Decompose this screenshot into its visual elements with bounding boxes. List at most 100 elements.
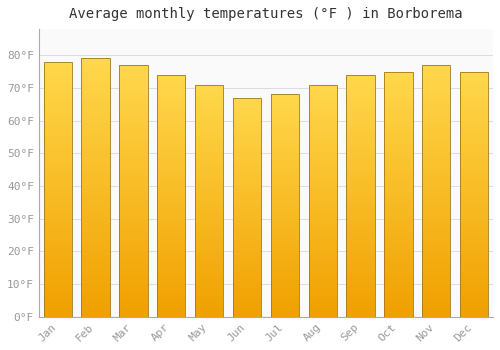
Bar [119,198,148,201]
Bar [82,312,110,314]
Bar [157,147,186,150]
Bar [44,77,72,79]
Bar [422,116,450,118]
Bar [308,166,337,168]
Bar [195,138,224,140]
Bar [82,154,110,157]
Bar [308,224,337,226]
Bar [346,237,375,239]
Bar [233,288,261,290]
Bar [346,273,375,276]
Bar [460,253,488,255]
Bar [346,184,375,186]
Bar [44,144,72,146]
Bar [233,310,261,313]
Bar [195,140,224,143]
Bar [346,234,375,237]
Bar [119,279,148,281]
Bar [384,219,412,221]
Bar [460,79,488,81]
Bar [195,143,224,145]
Bar [119,125,148,128]
Bar [460,91,488,94]
Bar [44,105,72,108]
Bar [308,217,337,219]
Bar [157,261,186,264]
Bar [44,72,72,75]
Bar [270,152,299,154]
Bar [82,100,110,103]
Bar [44,79,72,82]
Bar [195,85,224,87]
Bar [82,208,110,211]
Bar [308,257,337,259]
Bar [422,201,450,203]
Bar [384,248,412,251]
Bar [308,110,337,112]
Bar [308,277,337,280]
Bar [195,194,224,196]
Bar [157,218,186,220]
Bar [460,295,488,297]
Bar [157,203,186,205]
Bar [460,184,488,187]
Bar [233,308,261,310]
Bar [422,153,450,156]
Bar [270,221,299,223]
Bar [233,238,261,240]
Bar [384,273,412,275]
Bar [384,270,412,273]
Bar [346,126,375,128]
Bar [308,238,337,240]
Bar [346,256,375,259]
Bar [270,306,299,308]
Bar [233,301,261,304]
Bar [195,170,224,173]
Bar [308,219,337,222]
Bar [157,109,186,111]
Bar [119,103,148,105]
Bar [346,210,375,213]
Bar [346,225,375,227]
Bar [346,193,375,196]
Bar [119,188,148,191]
Bar [384,307,412,309]
Bar [460,126,488,128]
Bar [308,136,337,138]
Bar [384,285,412,287]
Bar [195,112,224,115]
Bar [460,170,488,172]
Bar [157,118,186,121]
Bar [119,70,148,72]
Bar [460,314,488,317]
Bar [157,135,186,138]
Bar [195,296,224,298]
Bar [270,295,299,297]
Bar [119,231,148,234]
Bar [119,216,148,219]
Bar [157,239,186,242]
Bar [157,220,186,223]
Bar [384,256,412,258]
Bar [270,223,299,226]
Bar [119,261,148,264]
Bar [119,68,148,70]
Bar [422,224,450,226]
Bar [384,118,412,121]
Bar [44,284,72,286]
Bar [346,133,375,135]
Bar [157,295,186,298]
Bar [157,266,186,268]
Bar [346,218,375,220]
Bar [44,266,72,268]
Bar [460,273,488,275]
Bar [82,180,110,182]
Bar [270,144,299,146]
Bar [384,150,412,153]
Bar [346,259,375,261]
Bar [270,288,299,290]
Bar [346,304,375,307]
Bar [195,275,224,277]
Bar [44,207,72,210]
Bar [82,58,110,61]
